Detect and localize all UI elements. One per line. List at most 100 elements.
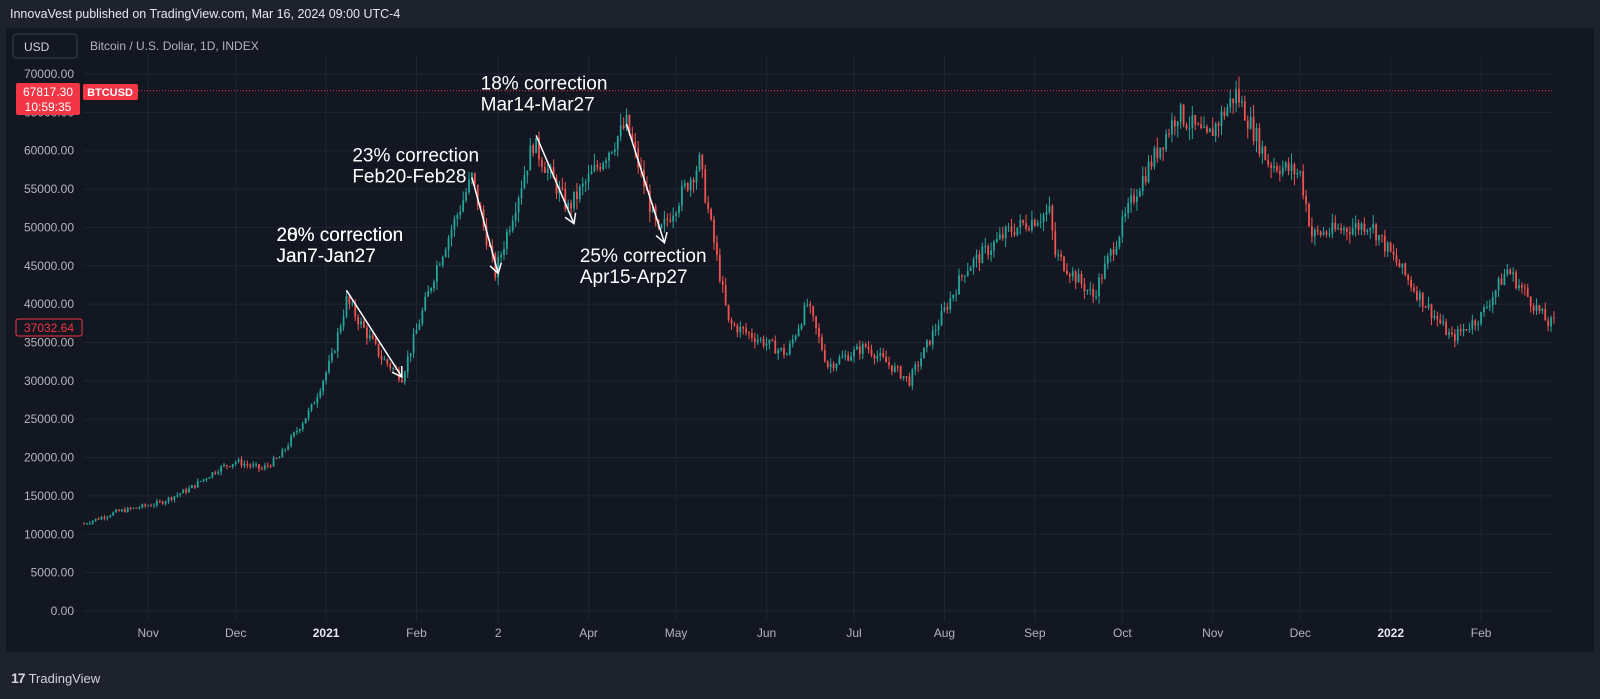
- candle-body: [1036, 223, 1039, 226]
- candle-body: [1261, 146, 1264, 154]
- candle-body: [1243, 101, 1246, 121]
- candle-body: [205, 478, 208, 480]
- candle-body: [853, 349, 855, 357]
- candle-body: [1544, 309, 1547, 321]
- candle-body: [1168, 133, 1170, 135]
- candle-body: [1290, 164, 1293, 171]
- tradingview-logo[interactable]: 17 TradingView: [11, 670, 100, 686]
- candle-body: [724, 284, 727, 305]
- candle-body: [193, 485, 196, 488]
- time-axis[interactable]: Nov Dec 2021 Feb 2 Apr May Jun Jul Aug Sep Oct Nov De…: [137, 626, 1491, 640]
- candle-body: [1337, 228, 1340, 230]
- candle-body: [450, 229, 453, 238]
- candle-body: [438, 264, 441, 266]
- candle-body: [1424, 306, 1427, 308]
- candle-body: [1407, 274, 1410, 280]
- candle-body: [1381, 235, 1383, 237]
- annotation-text[interactable]: 20% correction: [277, 225, 404, 246]
- currency-button[interactable]: USD: [12, 33, 78, 59]
- candle-body: [1083, 283, 1086, 292]
- y-tick-label: 0.00: [51, 604, 75, 618]
- candle-body: [576, 191, 578, 200]
- annotation-text[interactable]: Apr15-Arp27: [580, 267, 688, 288]
- candle-body: [538, 138, 540, 160]
- y-tick-label: 30000.00: [24, 374, 74, 388]
- candle-body: [1238, 88, 1240, 103]
- candle-body: [570, 202, 572, 209]
- trend-arrow[interactable]: [625, 123, 666, 243]
- candle-body: [386, 359, 389, 364]
- candle-body: [1124, 213, 1127, 217]
- candle-body: [1063, 256, 1065, 271]
- candle-body: [1418, 292, 1421, 300]
- annotation-text[interactable]: Mar14-Mar27: [481, 94, 595, 115]
- candle-body: [751, 333, 753, 339]
- candle-body: [1357, 223, 1360, 230]
- candle-body: [161, 501, 164, 504]
- candle-body: [1512, 272, 1515, 275]
- candle-body: [873, 355, 876, 359]
- annotation-text[interactable]: 23% correction: [352, 145, 479, 166]
- candle-body: [100, 517, 103, 520]
- candle-body: [963, 275, 966, 277]
- candle-body: [917, 364, 920, 367]
- symbol-title: Bitcoin / U.S. Dollar, 1D, INDEX: [90, 39, 259, 53]
- candle-body: [896, 366, 899, 368]
- candle-body: [1153, 147, 1156, 167]
- annotation-text[interactable]: 18% correction: [481, 73, 608, 94]
- candle-body: [1526, 288, 1529, 297]
- candle-body: [1497, 278, 1500, 291]
- candle-body: [861, 343, 864, 354]
- candle-body: [1144, 175, 1147, 182]
- trend-arrow[interactable]: [345, 289, 403, 378]
- trend-arrow[interactable]: [471, 177, 499, 274]
- trend-arrow[interactable]: [535, 135, 575, 224]
- candle-body: [453, 218, 456, 230]
- chart-area[interactable]: 28% correction Jan7-Jan27 20% correction Ja…: [6, 28, 1594, 652]
- candle-body: [823, 349, 826, 362]
- annotation-text[interactable]: 28% correction: [277, 225, 404, 246]
- annotation-text[interactable]: Jan7-Jan27: [277, 246, 376, 267]
- candle-body: [336, 332, 339, 352]
- candle-body: [1235, 88, 1237, 104]
- y-tick-label: 70000.00: [24, 67, 74, 81]
- candle-body: [331, 352, 333, 361]
- candle-body: [211, 472, 214, 478]
- candle-body: [144, 504, 147, 506]
- candle-body: [500, 254, 502, 258]
- candle-body: [768, 339, 771, 344]
- candle-body: [1060, 254, 1062, 257]
- price-axis[interactable]: 0.00 5000.00 10000.00 15000.00 20000.00 25000…: [24, 67, 74, 618]
- candle-body: [1462, 329, 1465, 332]
- candle-body: [1080, 273, 1083, 284]
- candle-body: [681, 185, 683, 206]
- candle-body: [109, 515, 112, 517]
- candle-body: [202, 479, 205, 482]
- candle-body: [958, 275, 960, 295]
- candle-body: [1398, 262, 1401, 268]
- tradingview-logo-icon: 17: [11, 670, 26, 686]
- candle-body: [584, 181, 587, 184]
- candle-body: [1208, 128, 1211, 133]
- candle-body: [503, 248, 505, 255]
- annotation-text[interactable]: Feb20-Feb28: [352, 166, 466, 187]
- candle-body: [1276, 165, 1278, 171]
- annotation-text[interactable]: Jan7-Jan27: [277, 246, 376, 267]
- candle-body: [864, 343, 867, 347]
- candle-body: [1535, 305, 1538, 311]
- candle-body: [672, 215, 675, 222]
- candle-body: [975, 254, 978, 260]
- candle-body: [1252, 116, 1255, 142]
- candle-body: [613, 149, 616, 152]
- candle-body: [325, 372, 327, 381]
- candle-body: [745, 328, 747, 333]
- candle-body: [920, 358, 922, 367]
- annotation-text[interactable]: 25% correction: [580, 246, 707, 267]
- candle-body: [488, 245, 491, 247]
- candle-body: [856, 346, 858, 350]
- candle-body: [1103, 263, 1106, 279]
- candle-body: [1115, 246, 1118, 255]
- candle-body: [316, 397, 319, 404]
- candle-body: [106, 516, 109, 519]
